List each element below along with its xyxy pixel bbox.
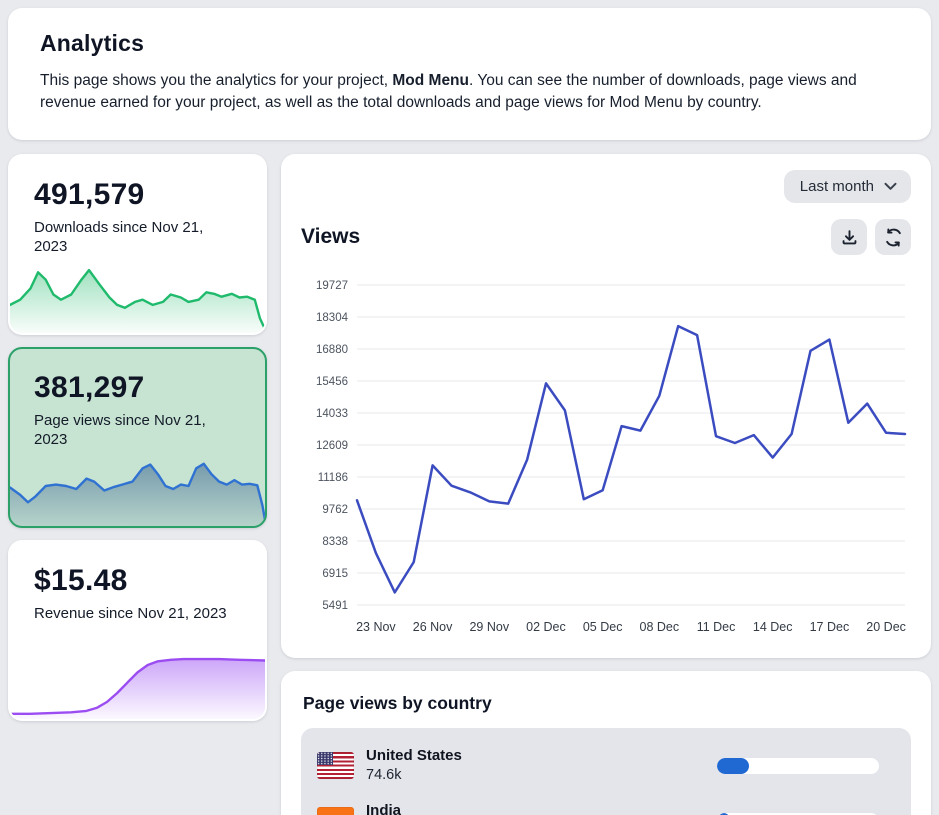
country-page-views: 74.6k (366, 767, 402, 783)
views-line-chart: 19727 18304 16880 15456 14033 12609 11186 9762 8… (316, 280, 907, 634)
description-suffix: . You can see the number of downloads, p… (40, 72, 857, 111)
page-views-sparkline (10, 462, 265, 526)
svg-text:08 Dec: 08 Dec (640, 620, 680, 634)
country-views-card: Page views by country United States 74.6k… (281, 671, 931, 815)
us-flag-icon (317, 752, 354, 779)
page-views-label: Page views since Nov 21, 2023 (34, 412, 206, 448)
svg-text:18304: 18304 (316, 312, 349, 324)
svg-text:15456: 15456 (316, 376, 348, 388)
downloads-label: Downloads since Nov 21, 2023 (34, 219, 204, 255)
charts-column: Last month Views 19727 18304 (281, 154, 931, 815)
country-name: India (366, 802, 402, 815)
country-section-title: Page views by country (303, 693, 492, 713)
revenue-sparkline (10, 657, 265, 719)
svg-text:9762: 9762 (322, 504, 348, 516)
revenue-label: Revenue since Nov 21, 2023 (34, 605, 227, 622)
country-progress-track (717, 812, 879, 815)
date-range-value: Last month (799, 178, 874, 195)
svg-text:20 Dec: 20 Dec (866, 620, 906, 634)
svg-text:14033: 14033 (316, 408, 348, 420)
svg-text:16880: 16880 (316, 344, 348, 356)
page-description: This page shows you the analytics for yo… (40, 70, 899, 114)
country-progress-fill (717, 812, 730, 815)
svg-text:19727: 19727 (316, 280, 348, 292)
svg-text:11186: 11186 (318, 472, 348, 484)
svg-text:17 Dec: 17 Dec (810, 620, 850, 634)
in-flag-icon (317, 807, 354, 815)
date-range-dropdown[interactable]: Last month (783, 170, 911, 203)
page-views-count: 381,297 (34, 371, 145, 404)
svg-text:5491: 5491 (322, 600, 348, 612)
revenue-amount: $15.48 (34, 564, 128, 597)
stat-card-page-views[interactable]: 381,297 Page views since Nov 21, 2023 (8, 347, 267, 528)
svg-text:8338: 8338 (322, 536, 348, 548)
country-row-us: United States 74.6k (317, 738, 895, 793)
svg-text:11 Dec: 11 Dec (697, 620, 736, 634)
svg-text:14 Dec: 14 Dec (753, 620, 793, 634)
svg-text:29 Nov: 29 Nov (469, 620, 509, 634)
svg-text:05 Dec: 05 Dec (583, 620, 623, 634)
page-title: Analytics (40, 30, 145, 56)
main-content: 491,579 Downloads since Nov 21, 2023 381… (8, 154, 931, 815)
downloads-count: 491,579 (34, 178, 145, 211)
download-icon (842, 229, 856, 244)
country-progress-track (717, 757, 879, 774)
views-chart-card: Last month Views 19727 18304 (281, 154, 931, 658)
stat-cards-column: 491,579 Downloads since Nov 21, 2023 381… (8, 154, 267, 721)
svg-text:26 Nov: 26 Nov (413, 620, 453, 634)
views-title: Views (301, 225, 361, 248)
chevron-down-icon (884, 182, 897, 190)
header-card: Analytics This page shows you the analyt… (8, 8, 931, 140)
refresh-icon (885, 227, 901, 247)
country-row-in: India (317, 793, 895, 815)
download-chart-button[interactable] (831, 219, 867, 255)
project-name: Mod Menu (392, 72, 469, 89)
svg-text:23 Nov: 23 Nov (356, 620, 396, 634)
description-prefix: This page shows you the analytics for yo… (40, 72, 393, 89)
svg-text:02 Dec: 02 Dec (526, 620, 566, 634)
svg-text:12609: 12609 (316, 440, 348, 452)
refresh-chart-button[interactable] (875, 219, 911, 255)
stat-card-revenue[interactable]: $15.48 Revenue since Nov 21, 2023 (8, 540, 267, 721)
stat-card-downloads[interactable]: 491,579 Downloads since Nov 21, 2023 (8, 154, 267, 335)
country-progress-fill (717, 757, 750, 774)
downloads-sparkline (10, 268, 265, 333)
country-name: United States (366, 747, 462, 764)
svg-text:6915: 6915 (322, 568, 348, 580)
country-list: United States 74.6k India (301, 728, 911, 815)
